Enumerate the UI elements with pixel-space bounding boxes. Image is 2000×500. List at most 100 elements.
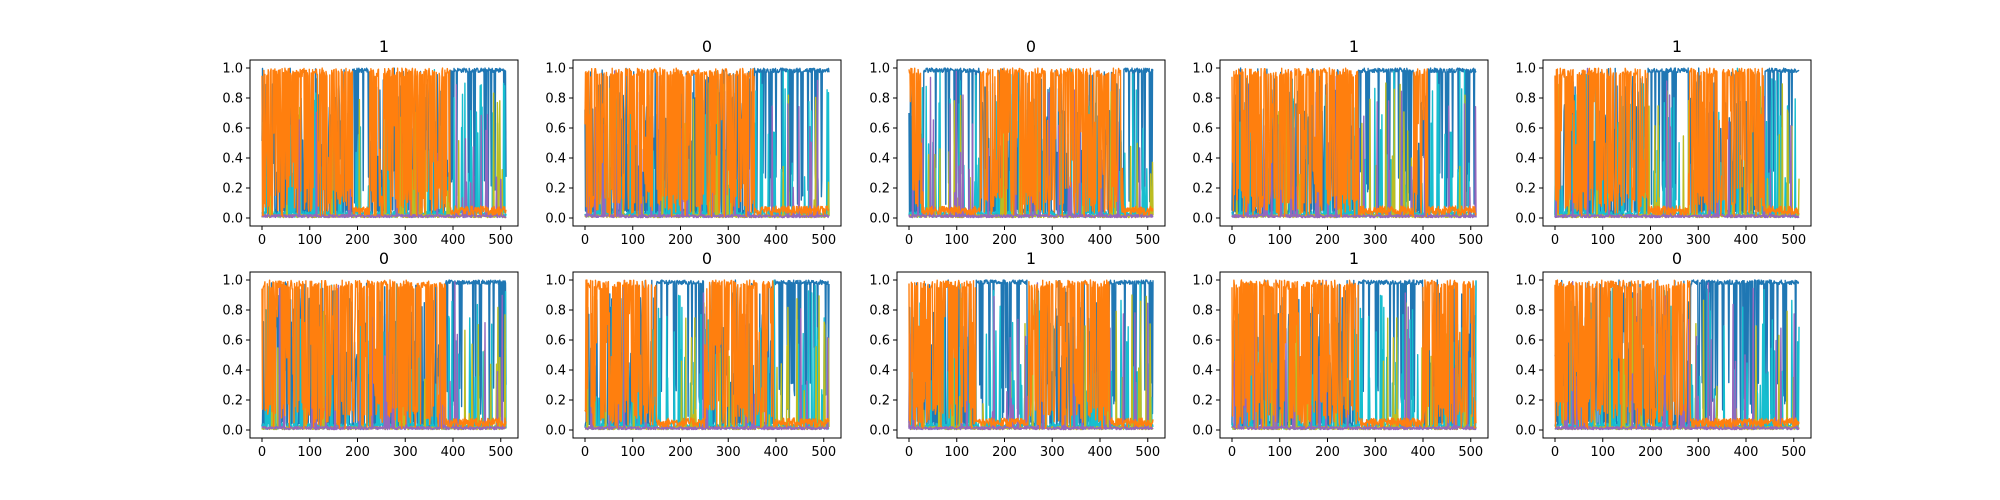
x-tick-label: 400 [764, 445, 789, 460]
y-tick-label: 0.6 [1515, 122, 1536, 137]
x-tick-label: 300 [1363, 233, 1388, 248]
axes-frame [249, 59, 519, 227]
x-tick-label: 200 [1638, 445, 1663, 460]
axes-frame [1219, 59, 1489, 227]
y-tick-label: 1.0 [222, 62, 243, 77]
x-tick-label: 300 [1040, 233, 1065, 248]
y-tick-label: 0.8 [1192, 92, 1213, 107]
y-tick-label: 0.4 [545, 152, 566, 167]
x-tick-label: 0 [1228, 445, 1236, 460]
subplot-2: 0 0.0 0.2 0.4 0.6 0.8 1.0 0 100 200 300 400 500 [545, 37, 842, 248]
x-tick-label: 400 [1411, 445, 1436, 460]
series-orange [261, 279, 507, 430]
y-tick-label: 1.0 [1192, 274, 1213, 289]
subplot-title: 1 [1349, 37, 1359, 56]
subplot-3: 0 0.0 0.2 0.4 0.6 0.8 1.0 0 100 200 300 400 500 [869, 37, 1166, 248]
subplot-5: 1 0.0 0.2 0.4 0.6 0.8 1.0 0 100 200 300 400 500 [1515, 37, 1812, 248]
subplot-grid: 10.00.20.40.60.81.00 100 200 300 400 50000.00… [222, 37, 1812, 460]
subplot-10: 0 0.0 0.2 0.4 0.6 0.8 1.0 0 100 200 300 400 500 [1515, 249, 1812, 460]
x-tick-label: 200 [992, 233, 1017, 248]
x-tick-label: 0 [1551, 233, 1559, 248]
y-tick-label: 0.2 [1192, 182, 1213, 197]
x-tick-label: 400 [1734, 233, 1759, 248]
x-tick-label: 400 [1411, 233, 1436, 248]
x-tick-label: 0 [581, 233, 589, 248]
x-tick-label: 400 [441, 445, 466, 460]
y-tick-label: 1.0 [545, 274, 566, 289]
x-tick-label: 0 [258, 233, 266, 248]
x-tick-label: 500 [1135, 233, 1160, 248]
series-lines [908, 67, 1154, 219]
subplot-6: 0 0.0 0.2 0.4 0.6 0.8 1.0 0 100 200 300 400 500 [222, 249, 519, 460]
subplot-title: 0 [702, 37, 712, 56]
series-orange [1554, 279, 1800, 430]
y-tick-label: 0.2 [869, 394, 890, 409]
x-tick-label: 200 [668, 445, 693, 460]
series-lines [261, 67, 507, 219]
x-tick-label: 400 [1088, 233, 1113, 248]
y-tick-label: 0.2 [545, 394, 566, 409]
y-tick-label: 0.4 [1192, 152, 1213, 167]
y-tick-label: 0.0 [1515, 424, 1536, 439]
y-tick-label: 0.6 [1192, 334, 1213, 349]
y-tick-label: 0.0 [1192, 212, 1213, 227]
y-tick-label: 0.2 [869, 182, 890, 197]
y-tick-label: 0.0 [1515, 212, 1536, 227]
x-tick-label: 100 [1267, 445, 1292, 460]
series-purple [584, 70, 830, 219]
x-tick-label: 400 [441, 233, 466, 248]
x-tick-label: 100 [944, 445, 969, 460]
subplot-7: 0 0.0 0.2 0.4 0.6 0.8 1.0 0 100 200 300 400 500 [545, 249, 842, 460]
series-orange [1231, 67, 1477, 218]
y-tick-label: 0.4 [222, 364, 243, 379]
series-orange [584, 67, 830, 218]
x-tick-label: 0 [905, 445, 913, 460]
series-purple [908, 282, 1154, 431]
y-tick-label: 0.6 [222, 334, 243, 349]
x-tick-label: 0 [258, 445, 266, 460]
series-lines [1231, 67, 1477, 219]
y-tick-label: 1.0 [869, 62, 890, 77]
series-lines [908, 279, 1154, 431]
x-tick-label: 200 [345, 445, 370, 460]
series-purple [1554, 67, 1800, 219]
y-tick-label: 0.0 [869, 212, 890, 227]
axes-frame [572, 59, 842, 227]
series-lines [1554, 67, 1800, 219]
y-tick-label: 0.2 [545, 182, 566, 197]
y-tick-label: 0.6 [545, 122, 566, 137]
x-tick-label: 200 [1315, 233, 1340, 248]
x-tick-label: 100 [297, 445, 322, 460]
y-tick-label: 1.0 [222, 274, 243, 289]
axes-frame [1219, 271, 1489, 439]
y-tick-label: 0.2 [1515, 394, 1536, 409]
series-lines [584, 279, 830, 431]
y-tick-label: 0.4 [869, 152, 890, 167]
subplot-title: 1 [1672, 37, 1682, 56]
series-blue [261, 67, 507, 218]
axes-frame [249, 271, 519, 439]
x-tick-label: 200 [1315, 445, 1340, 460]
y-tick-label: 0.2 [222, 394, 243, 409]
y-tick-label: 0.6 [869, 334, 890, 349]
series-lines [261, 279, 507, 431]
y-tick-label: 1.0 [545, 62, 566, 77]
x-tick-label: 300 [393, 233, 418, 248]
y-tick-label: 1.0 [1515, 62, 1536, 77]
x-tick-label: 500 [1458, 233, 1483, 248]
x-tick-label: 500 [1135, 445, 1160, 460]
subplot-title: 1 [379, 37, 389, 56]
y-tick-label: 0.8 [545, 304, 566, 319]
subplot-9: 1 0.0 0.2 0.4 0.6 0.8 1.0 0 100 200 300 400 500 [1192, 249, 1489, 460]
y-tick-label: 0.2 [1192, 394, 1213, 409]
y-tick-label: 0.8 [1192, 304, 1213, 319]
x-tick-label: 300 [1040, 445, 1065, 460]
axes-frame [572, 271, 842, 439]
x-tick-label: 100 [1590, 445, 1615, 460]
y-tick-label: 0.0 [1192, 424, 1213, 439]
subplot-title: 1 [1349, 249, 1359, 268]
x-tick-label: 500 [811, 233, 836, 248]
x-tick-label: 200 [1638, 233, 1663, 248]
y-tick-label: 0.0 [222, 424, 243, 439]
y-tick-label: 0.8 [869, 92, 890, 107]
